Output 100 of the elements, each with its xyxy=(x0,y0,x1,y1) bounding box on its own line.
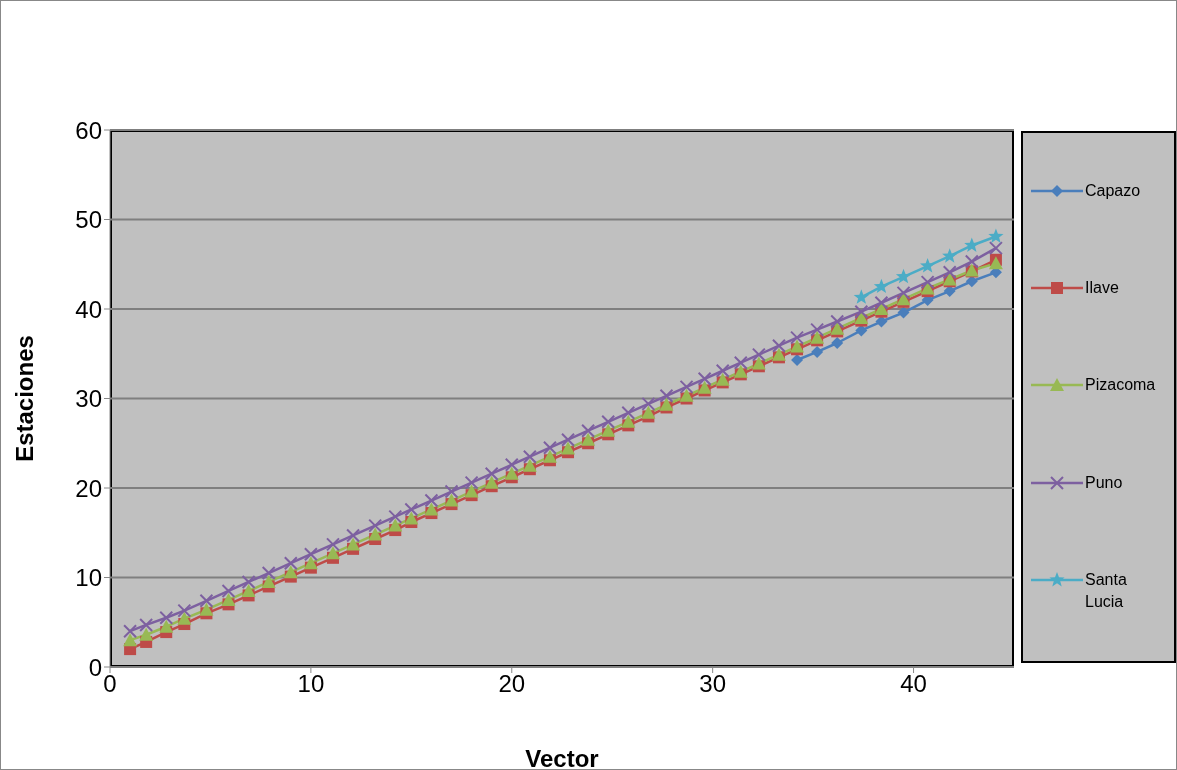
x-tick-label: 40 xyxy=(900,670,927,698)
point xyxy=(988,228,1004,243)
point xyxy=(404,502,419,517)
point xyxy=(177,611,192,625)
point xyxy=(810,330,825,344)
y-tick-label: 60 xyxy=(75,116,102,144)
point xyxy=(283,565,298,579)
point xyxy=(733,364,748,378)
point xyxy=(964,237,980,252)
point xyxy=(177,603,192,618)
point xyxy=(444,484,459,499)
point xyxy=(522,458,537,472)
point xyxy=(790,339,805,353)
point xyxy=(581,423,596,438)
point xyxy=(771,347,786,361)
point xyxy=(388,518,403,532)
point xyxy=(621,414,636,428)
point xyxy=(346,528,361,543)
point xyxy=(771,338,786,353)
point xyxy=(484,466,499,481)
point xyxy=(920,258,936,273)
point xyxy=(123,633,138,647)
point xyxy=(159,619,174,633)
legend-label: Santa Lucia xyxy=(1085,569,1128,612)
point xyxy=(988,241,1003,256)
point xyxy=(261,574,276,588)
legend-label: Ilave xyxy=(1085,278,1120,299)
point xyxy=(424,502,439,516)
point xyxy=(464,484,479,498)
point xyxy=(920,275,935,290)
point xyxy=(942,265,957,280)
point xyxy=(641,396,656,411)
point xyxy=(303,547,318,562)
point xyxy=(810,322,825,337)
point xyxy=(504,457,519,472)
point xyxy=(733,355,748,370)
point xyxy=(790,330,805,345)
point xyxy=(853,289,869,304)
point xyxy=(368,518,383,533)
point xyxy=(159,610,174,625)
point xyxy=(942,248,958,263)
point xyxy=(404,511,419,525)
point xyxy=(221,583,236,598)
x-axis-title: Vector xyxy=(525,745,599,770)
point xyxy=(697,380,712,394)
point xyxy=(444,493,459,507)
point xyxy=(601,414,616,429)
y-tick-label: 50 xyxy=(75,206,102,234)
legend-label: Capazo xyxy=(1085,181,1142,202)
point xyxy=(241,574,256,589)
y-tick-label: 10 xyxy=(75,564,102,592)
point xyxy=(504,466,519,480)
legend-label: Puno xyxy=(1085,472,1124,493)
point xyxy=(139,627,154,641)
point xyxy=(388,509,403,524)
point xyxy=(679,388,694,402)
point xyxy=(621,405,636,420)
point xyxy=(542,440,557,455)
point xyxy=(895,268,912,284)
point xyxy=(659,388,674,403)
x-tick-label: 20 xyxy=(498,670,526,698)
point xyxy=(964,254,979,269)
point xyxy=(831,337,844,350)
point xyxy=(659,397,674,411)
point xyxy=(325,546,340,560)
point xyxy=(561,441,576,455)
point xyxy=(522,449,537,464)
point xyxy=(830,321,845,335)
point xyxy=(221,592,236,606)
point xyxy=(325,537,340,552)
point xyxy=(542,449,557,463)
point xyxy=(601,423,616,437)
point xyxy=(464,475,479,490)
point xyxy=(751,347,766,362)
point xyxy=(484,475,499,489)
point xyxy=(241,583,256,597)
point xyxy=(715,363,730,378)
point xyxy=(715,372,730,386)
point xyxy=(261,566,276,581)
point xyxy=(896,285,911,300)
point xyxy=(874,295,889,310)
point xyxy=(830,314,845,329)
point xyxy=(811,345,824,358)
point xyxy=(791,354,804,367)
point xyxy=(303,556,318,570)
y-tick-label: 40 xyxy=(75,295,102,323)
point xyxy=(751,356,766,370)
point xyxy=(897,306,910,319)
point xyxy=(346,537,361,551)
point xyxy=(139,617,154,632)
point xyxy=(581,432,596,446)
y-tick-label: 20 xyxy=(75,474,102,502)
x-tick-label: 10 xyxy=(297,670,325,698)
y-tick-label: 0 xyxy=(88,653,102,681)
point xyxy=(679,379,694,394)
point xyxy=(368,527,383,541)
point xyxy=(424,493,439,508)
point xyxy=(641,405,656,419)
point xyxy=(561,432,576,447)
y-axis-title: Estaciones xyxy=(10,335,38,462)
